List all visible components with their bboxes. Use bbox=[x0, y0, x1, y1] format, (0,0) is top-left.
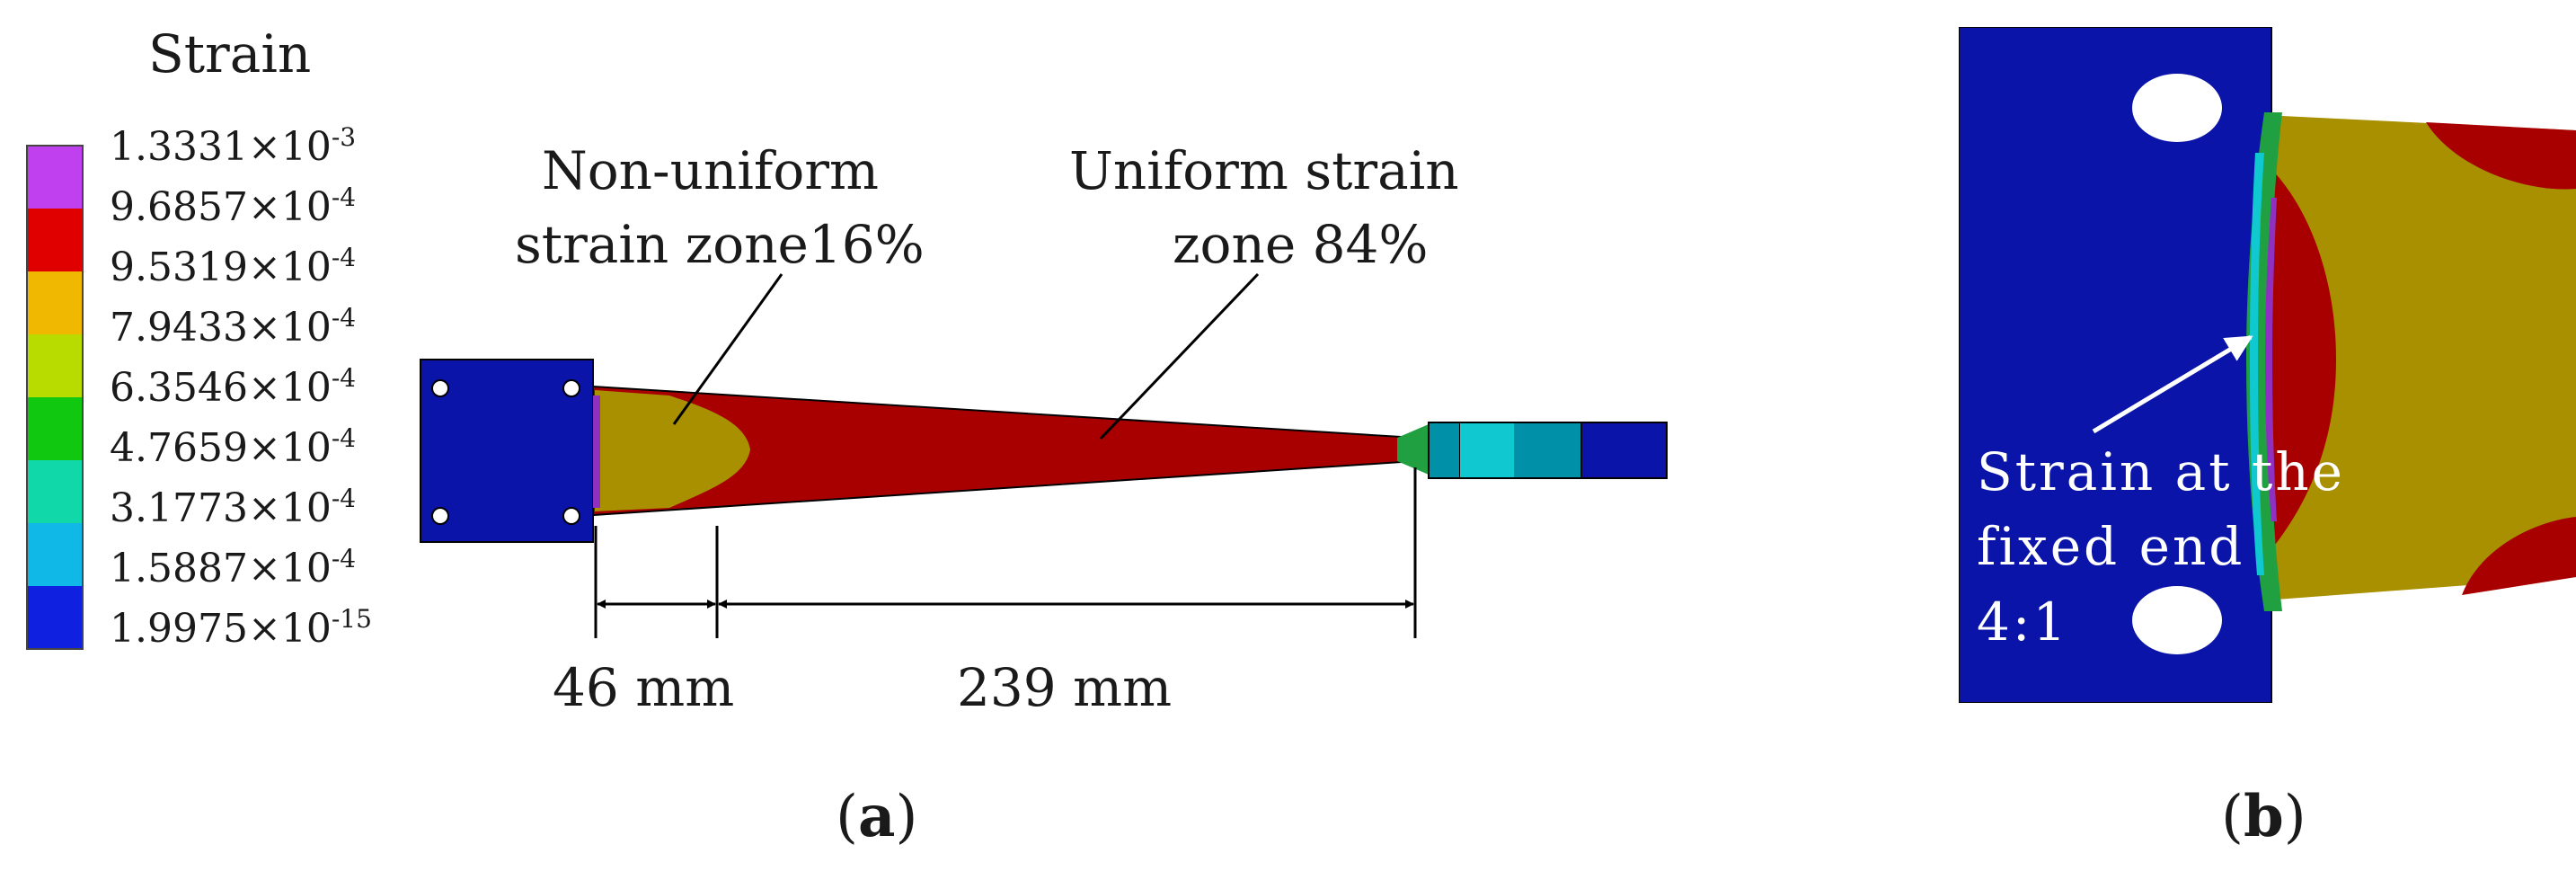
tip-mass-mid bbox=[1460, 422, 1514, 478]
zoom-red-bottom bbox=[2462, 517, 2576, 595]
leader-line-nonuniform bbox=[672, 273, 783, 425]
legend-label: 1.3331×10-3 bbox=[110, 122, 356, 170]
legend-swatches bbox=[26, 145, 84, 650]
bolt-hole bbox=[431, 507, 449, 525]
legend-swatch bbox=[27, 209, 83, 271]
legend-frame bbox=[26, 145, 84, 650]
legend-label: 9.6857×10-4 bbox=[110, 182, 356, 230]
legend-swatch bbox=[27, 460, 83, 523]
leader-line-uniform bbox=[1099, 272, 1260, 440]
zoom-red-top bbox=[2426, 122, 2576, 190]
tip-outline bbox=[1428, 422, 1668, 479]
panel-a: Non-uniform strain zone16% Uniform strai… bbox=[420, 140, 1668, 850]
legend-label: 7.9433×10-4 bbox=[110, 303, 356, 351]
panel-b: Strain at the fixed end 4:1 (b) bbox=[1959, 27, 2576, 850]
tip-mass-left bbox=[1428, 422, 1461, 479]
dim-label-46: 46 mm bbox=[553, 657, 734, 718]
fixed-end-strip-inner bbox=[2250, 153, 2264, 575]
zoom-scale-label: 4:1 bbox=[1977, 591, 2068, 653]
bolt-hole bbox=[431, 379, 449, 397]
fixed-end-arrow bbox=[2092, 334, 2253, 434]
legend-swatch bbox=[27, 146, 83, 209]
zoom-beam bbox=[2264, 115, 2576, 600]
legend-label: 1.5887×10-4 bbox=[110, 544, 356, 591]
tip-mass-right bbox=[1514, 422, 1581, 478]
annotation-nonuniform-line1: Non-uniform bbox=[542, 140, 879, 201]
annotation-nonuniform-line2: strain zone16% bbox=[515, 214, 925, 275]
dim-label-239: 239 mm bbox=[957, 657, 1172, 718]
legend-label: 3.1773×10-4 bbox=[110, 484, 356, 531]
legend-swatch bbox=[27, 271, 83, 334]
fixed-end-annotation-line1: Strain at the bbox=[1977, 441, 2345, 502]
legend-swatch bbox=[27, 334, 83, 397]
tip-mass-end bbox=[1580, 422, 1668, 479]
root-edge-strain bbox=[593, 396, 600, 508]
legend-labels: 1.3331×10-3 9.6857×10-4 9.5319×10-4 7.9433×… bbox=[110, 122, 372, 652]
legend-swatch bbox=[27, 523, 83, 586]
zoom-plate bbox=[1959, 27, 2272, 703]
legend-swatch bbox=[27, 586, 83, 649]
fixed-end-strip-magenta bbox=[2265, 198, 2277, 521]
fixed-end-annotation-line2: fixed end bbox=[1977, 516, 2244, 577]
legend-title: Strain bbox=[148, 23, 311, 84]
annotation-uniform-line1: Uniform strain bbox=[1069, 140, 1459, 201]
panel-label-a: (a) bbox=[836, 783, 917, 850]
bolt-hole bbox=[562, 507, 580, 525]
annotation-uniform-line2: zone 84% bbox=[1173, 214, 1429, 275]
legend: Strain 1.3331×10-3 9.6857×10-4 9.5319×10-4… bbox=[26, 23, 372, 652]
legend-label: 9.5319×10-4 bbox=[110, 243, 356, 290]
legend-label: 6.3546×10-4 bbox=[110, 363, 356, 411]
zoom-bolt-hole-bottom bbox=[2132, 586, 2222, 654]
bolt-hole bbox=[562, 379, 580, 397]
legend-swatch bbox=[27, 397, 83, 460]
zoom-bolt-hole-top bbox=[2132, 74, 2222, 142]
legend-label: 1.9975×10-15 bbox=[110, 604, 372, 652]
tip-transition bbox=[1397, 424, 1429, 475]
legend-label: 4.7659×10-4 bbox=[110, 423, 356, 471]
panel-label-b: (b) bbox=[2221, 783, 2306, 850]
zoom-red-root bbox=[2269, 166, 2336, 553]
non-uniform-zone bbox=[595, 390, 750, 511]
